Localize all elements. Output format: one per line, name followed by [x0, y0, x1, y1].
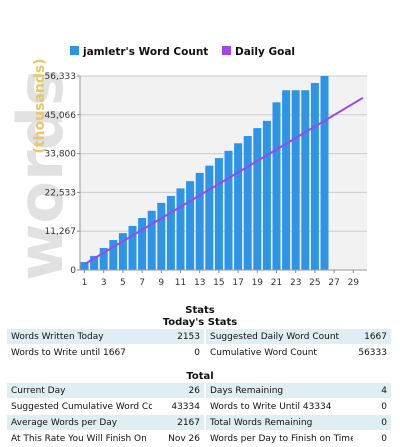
stats-row: Words Written Today 2153 Suggested Daily W… [7, 329, 393, 345]
bar [186, 181, 195, 270]
bar [109, 240, 118, 270]
todays-stats-title: Today's Stats [162, 317, 238, 328]
stat-label: Total Words Remaining [206, 415, 353, 431]
bar [138, 217, 147, 270]
stat-value: 2167 [152, 415, 206, 431]
stats-section: Stats Today's Stats Words Written Today 2… [7, 305, 393, 361]
y-axis-units: (thousands) [32, 58, 48, 153]
bar [272, 102, 281, 270]
x-tick-label: 21 [271, 278, 282, 288]
total-stats-table: Current Day 26 Days Remaining 4 Suggested Cu… [7, 383, 393, 447]
x-tick-label: 11 [175, 278, 186, 288]
stat-label: Suggested Cumulative Word Count [7, 399, 152, 415]
bar [243, 136, 252, 270]
total-stats-title: Total [186, 371, 214, 382]
legend-swatch [222, 46, 231, 55]
stat-value: 4 [353, 383, 393, 399]
stat-label: Days Remaining [206, 383, 353, 399]
stats-row: Suggested Cumulative Word Count43334Word… [7, 399, 393, 415]
stats-heading: Stats [185, 305, 215, 316]
stat-label: Words to Write until 1667 [7, 345, 152, 361]
x-tick-label: 9 [158, 278, 164, 288]
x-tick-label: 1 [82, 278, 88, 288]
y-tick-label: 11,267 [45, 227, 77, 237]
bar [224, 150, 233, 270]
total-stats-section: Total Current Day 26 Days Remaining 4 Sugges… [7, 371, 393, 447]
legend-label: jamletr's Word Count [82, 46, 208, 58]
bar [157, 202, 166, 270]
bar [90, 255, 99, 270]
bar [320, 76, 329, 270]
bar [99, 247, 108, 270]
daily-goal-line [83, 96, 364, 266]
bar [253, 128, 262, 270]
bar [147, 210, 156, 270]
word-count-chart: words(thousands) jamletr's Word Count Dai… [4, 46, 367, 288]
bar [214, 158, 223, 270]
todays-stats-table: Words Written Today 2153 Suggested Daily W… [7, 329, 393, 361]
legend-label: Daily Goal [235, 46, 295, 58]
x-tick-label: 3 [101, 278, 107, 288]
bar [195, 172, 204, 270]
stat-label: Cumulative Word Count [206, 345, 353, 361]
bar [128, 225, 137, 270]
stat-value: 56333 [353, 345, 393, 361]
stat-label: Words to Write Until 43334 [206, 399, 353, 415]
y-tick-label: 45,066 [45, 111, 77, 121]
bar [282, 90, 291, 271]
x-tick-label: 13 [194, 278, 205, 288]
bar [234, 143, 243, 270]
bar [291, 90, 300, 271]
x-tick-label: 27 [328, 278, 339, 288]
stats-row: Current Day 26 Days Remaining 4 [7, 383, 393, 399]
y-axis-title: words [4, 69, 77, 281]
x-tick-label: 15 [213, 278, 224, 288]
x-tick-label: 19 [252, 278, 264, 288]
bar [301, 90, 310, 271]
stat-label: Suggested Daily Word Count [206, 329, 353, 345]
y-tick-label: 22,533 [45, 188, 77, 198]
stats-row: Average Words per Day 2167 Total Words Rem… [7, 415, 393, 431]
bar [205, 165, 214, 270]
stat-value: 0 [353, 399, 393, 415]
bar [166, 195, 175, 270]
legend-item-daily-goal: Daily Goal [222, 46, 295, 58]
stat-value: 0 [152, 345, 206, 361]
bar [262, 120, 271, 270]
x-tick-label: 23 [290, 278, 301, 288]
legend-item-word-count: jamletr's Word Count [70, 46, 208, 58]
stat-value: 43334 [152, 399, 206, 415]
legend-swatch [70, 46, 79, 55]
y-tick-label: 56,333 [45, 72, 77, 82]
stat-value: 26 [152, 383, 206, 399]
stat-label: Current Day [7, 383, 152, 399]
y-tick-label: 33,800 [45, 150, 77, 160]
bar [310, 83, 319, 271]
bar [118, 233, 127, 270]
x-tick-label: 7 [139, 278, 145, 288]
stats-row: Words to Write until 1667 0 Cumulative Wor… [7, 345, 393, 361]
x-tick-label: 29 [348, 278, 360, 288]
x-tick-label: 5 [120, 278, 126, 288]
x-tick-label: 17 [232, 278, 243, 288]
stat-label: Average Words per Day [7, 415, 152, 431]
bar [176, 188, 185, 270]
stat-label: Words Written Today [7, 329, 152, 345]
x-tick-label: 25 [309, 278, 320, 288]
stat-value: 1667 [353, 329, 393, 345]
y-tick-label: 0 [70, 266, 76, 276]
stat-value: 0 [353, 415, 393, 431]
stat-value: 2153 [152, 329, 206, 345]
bar [80, 262, 89, 270]
